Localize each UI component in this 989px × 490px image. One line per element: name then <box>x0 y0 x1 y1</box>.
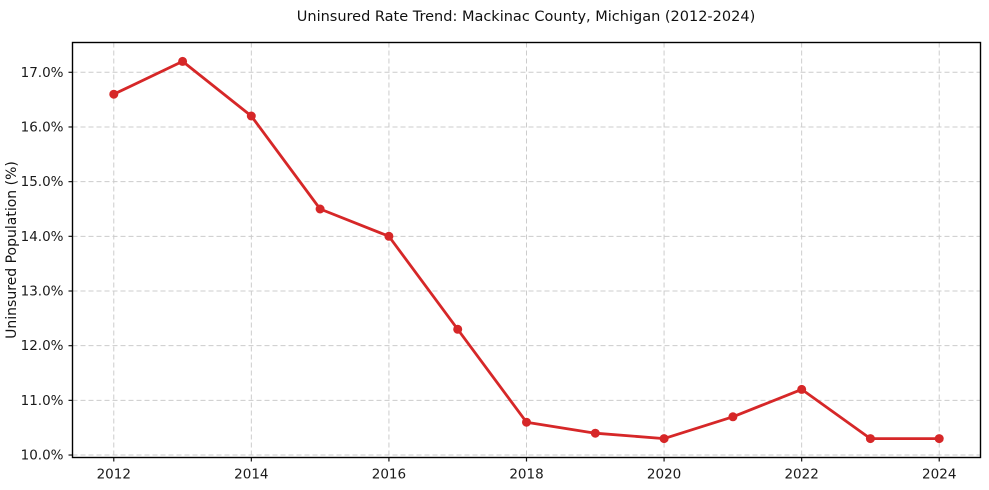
data-point-marker <box>178 56 188 66</box>
y-tick-label: 13.0% <box>21 284 64 300</box>
y-tick-label: 16.0% <box>21 119 64 135</box>
data-point-marker <box>315 204 325 214</box>
data-point-marker <box>453 324 463 334</box>
data-point-marker <box>797 384 807 394</box>
tick-layer: 2012 2014 2016 2018 2020 2022 2024 10.0% 11.0% 12… <box>21 65 957 483</box>
x-tick-label: 2018 <box>509 467 543 483</box>
series-layer <box>109 56 944 444</box>
data-point-marker <box>384 231 394 241</box>
data-point-marker <box>934 434 944 444</box>
y-tick-label: 15.0% <box>21 174 64 190</box>
x-tick-label: 2024 <box>922 467 956 483</box>
data-point-marker <box>865 434 875 444</box>
data-point-marker <box>728 412 738 422</box>
plot-border <box>71 41 982 459</box>
y-axis-label: Uninsured Population (%) <box>4 161 20 339</box>
x-tick-label: 2020 <box>647 467 681 483</box>
data-point-marker <box>522 417 531 427</box>
grid-layer <box>72 42 981 458</box>
y-tick-label: 12.0% <box>21 338 64 354</box>
data-point-marker <box>659 434 669 444</box>
y-tick-label: 17.0% <box>21 65 64 81</box>
x-tick-label: 2016 <box>372 467 406 483</box>
y-tick-label: 14.0% <box>21 229 64 245</box>
x-tick-label: 2014 <box>234 467 268 483</box>
chart-title: Uninsured Rate Trend: Mackinac County, M… <box>297 9 755 25</box>
y-tick-label: 10.0% <box>21 448 64 464</box>
data-point-marker <box>109 89 119 99</box>
x-tick-label: 2012 <box>97 467 131 483</box>
data-point-marker <box>590 428 600 438</box>
x-tick-label: 2022 <box>784 467 818 483</box>
y-tick-label: 11.0% <box>21 393 64 409</box>
data-point-marker <box>246 111 256 121</box>
